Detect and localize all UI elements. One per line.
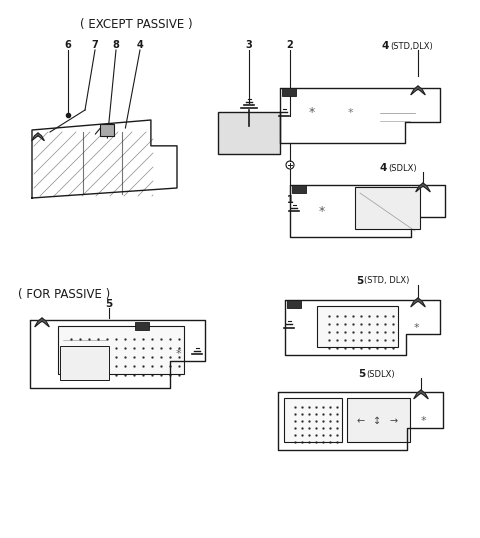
Text: *: * (176, 349, 181, 359)
Text: (STD,DLX): (STD,DLX) (390, 41, 433, 51)
Text: ( FOR PASSIVE ): ( FOR PASSIVE ) (18, 288, 110, 301)
Text: 2: 2 (287, 40, 293, 50)
Bar (135, 322, 149, 330)
Bar (100, 124, 114, 136)
Bar (317, 306, 397, 347)
Text: 4: 4 (137, 40, 144, 50)
Bar (284, 398, 342, 442)
Text: 8: 8 (113, 40, 120, 50)
Polygon shape (423, 183, 430, 192)
Bar (282, 88, 296, 96)
Bar (287, 300, 301, 308)
Polygon shape (32, 133, 38, 141)
Polygon shape (414, 390, 421, 399)
Text: ( EXCEPT PASSIVE ): ( EXCEPT PASSIVE ) (80, 18, 192, 31)
Bar (355, 187, 420, 229)
Polygon shape (421, 390, 428, 399)
Text: 6: 6 (65, 40, 72, 50)
Text: *: * (414, 322, 420, 332)
Text: 5: 5 (356, 276, 363, 286)
Polygon shape (416, 183, 423, 192)
Bar (58, 326, 184, 374)
Text: ↕: ↕ (373, 416, 381, 426)
Text: 1: 1 (287, 195, 293, 205)
Text: 7: 7 (92, 40, 98, 50)
Text: 5: 5 (105, 299, 112, 309)
Text: *: * (420, 416, 426, 426)
Bar (218, 112, 280, 154)
Polygon shape (418, 298, 425, 307)
Text: 4: 4 (382, 41, 389, 51)
Text: 5: 5 (358, 369, 365, 379)
Text: →: → (389, 416, 397, 426)
Polygon shape (38, 133, 44, 141)
Text: *: * (309, 106, 315, 119)
Polygon shape (35, 318, 42, 327)
Text: *: * (319, 204, 325, 217)
Text: (SDLX): (SDLX) (366, 370, 395, 379)
Text: 3: 3 (246, 40, 252, 50)
Text: *: * (347, 108, 353, 118)
Text: 4: 4 (380, 163, 387, 173)
Polygon shape (411, 298, 418, 307)
Text: ←: ← (357, 416, 365, 426)
Bar (348, 398, 410, 442)
Polygon shape (418, 86, 425, 95)
Polygon shape (42, 318, 49, 327)
Polygon shape (411, 86, 418, 95)
Bar (292, 185, 306, 193)
Bar (60, 346, 109, 380)
Text: (SDLX): (SDLX) (388, 164, 417, 173)
Text: (STD, DLX): (STD, DLX) (364, 277, 409, 286)
